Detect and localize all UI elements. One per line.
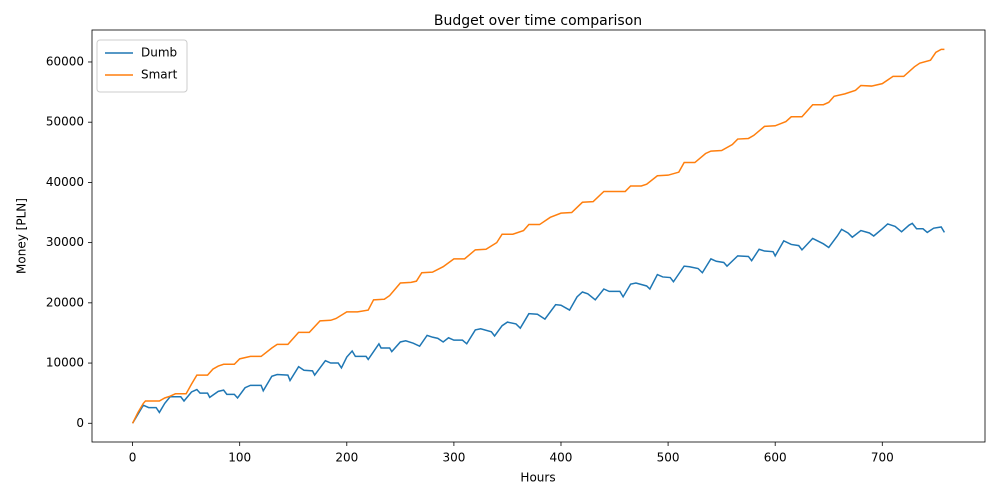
y-tick-label: 60000 xyxy=(46,54,84,68)
data-line xyxy=(131,48,945,424)
legend-label: Smart xyxy=(141,68,178,82)
y-axis-label: Money [PLN] xyxy=(15,198,29,274)
x-tick-label: 500 xyxy=(657,451,680,465)
y-tick-label: 30000 xyxy=(46,235,84,249)
x-tick-label: 0 xyxy=(129,451,137,465)
x-axis-label: Hours xyxy=(520,471,555,485)
legend-label: Dumb xyxy=(141,46,177,60)
x-tick-label: 600 xyxy=(764,451,787,465)
y-tick-label: 40000 xyxy=(46,175,84,189)
y-tick-label: 20000 xyxy=(46,295,84,309)
data-line xyxy=(131,222,946,424)
x-tick-label: 100 xyxy=(228,451,251,465)
chart-title: Budget over time comparison xyxy=(434,13,642,29)
y-tick-label: 0 xyxy=(76,416,84,430)
x-tick-label: 700 xyxy=(871,451,894,465)
legend: Dumb Smart xyxy=(96,39,188,93)
x-tick-label: 200 xyxy=(335,451,358,465)
y-tick-label: 10000 xyxy=(46,356,84,370)
y-tick-label: 50000 xyxy=(46,115,84,129)
x-tick-label: 300 xyxy=(442,451,465,465)
x-tick-label: 400 xyxy=(550,451,573,465)
plot-frame xyxy=(91,29,986,443)
